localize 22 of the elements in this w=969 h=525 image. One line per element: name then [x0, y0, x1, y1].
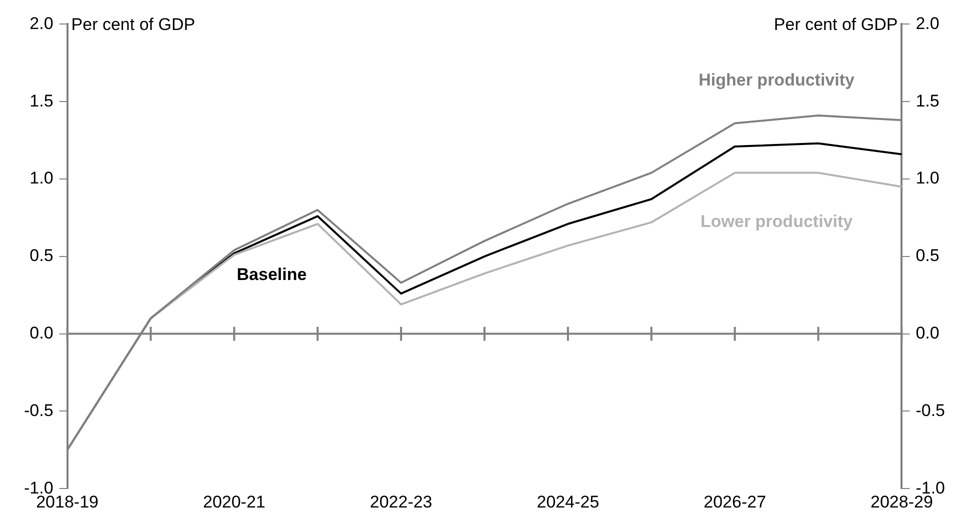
x-tick-label: 2028-29	[870, 492, 933, 512]
y-tick-label: 0.5	[30, 246, 54, 266]
y2-tick-label: 1.0	[916, 168, 940, 188]
y-axis-title: Per cent of GDP	[71, 14, 196, 34]
series-label: Lower productivity	[700, 212, 854, 232]
x-tick-label: 2024-25	[536, 492, 600, 512]
y-tick-label: -0.5	[24, 400, 54, 420]
y2-axis-title: Per cent of GDP	[774, 14, 898, 34]
y2-tick-label: 0.0	[916, 323, 940, 342]
x-tick-label: 2026-27	[704, 492, 766, 512]
series-label: Baseline	[236, 264, 307, 284]
y-tick-label: 1.5	[30, 91, 54, 110]
y2-tick-label: 2.0	[916, 14, 940, 33]
x-tick-label: 2020-21	[202, 492, 266, 512]
x-tick-label: 2022-23	[370, 492, 432, 512]
y-tick-label: 1.0	[30, 168, 54, 188]
series-label: Higher productivity	[698, 70, 856, 90]
y2-tick-label: -0.5	[916, 400, 946, 420]
y2-tick-label: 0.5	[916, 246, 940, 266]
y2-tick-label: 1.5	[916, 91, 940, 110]
y-tick-label: 0.0	[30, 323, 54, 342]
y-tick-label: 2.0	[30, 14, 54, 33]
